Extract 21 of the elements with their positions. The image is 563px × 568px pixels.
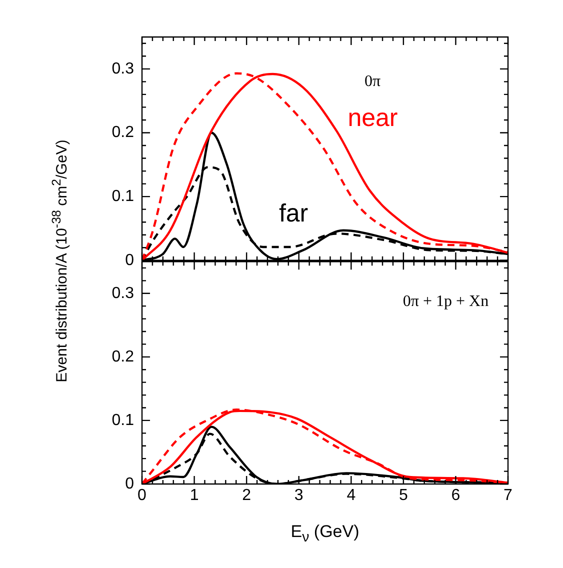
x-axis-title: E$_{ν}$ (GeV)	[290, 522, 360, 546]
x-tick-label: 5	[398, 487, 408, 504]
series-label: near	[348, 104, 398, 132]
y-tick-label: 0	[125, 475, 134, 492]
x-tick-label: 6	[451, 487, 460, 504]
y-tick-label: 0.1	[112, 188, 134, 205]
x-tick-label: 7	[504, 487, 513, 504]
x-tick-label: 2	[242, 487, 252, 504]
y-tick-label: 0.2	[112, 124, 134, 142]
y-tick-label: 0	[125, 252, 134, 269]
annotation: 0π + 1p + Xn	[402, 292, 489, 310]
y-tick-label: 0.3	[112, 284, 134, 302]
y-tick-label: 0.1	[112, 412, 134, 429]
x-tick-label: 0	[138, 487, 147, 504]
y-tick-label: 0.2	[112, 348, 134, 366]
annotation: 0π	[364, 72, 381, 90]
x-tick-label: 3	[294, 487, 304, 504]
x-tick-label: 1	[190, 487, 199, 504]
y-tick-label: 0.3	[112, 60, 134, 78]
series-label: far	[278, 200, 308, 228]
x-tick-label: 4	[346, 487, 356, 504]
